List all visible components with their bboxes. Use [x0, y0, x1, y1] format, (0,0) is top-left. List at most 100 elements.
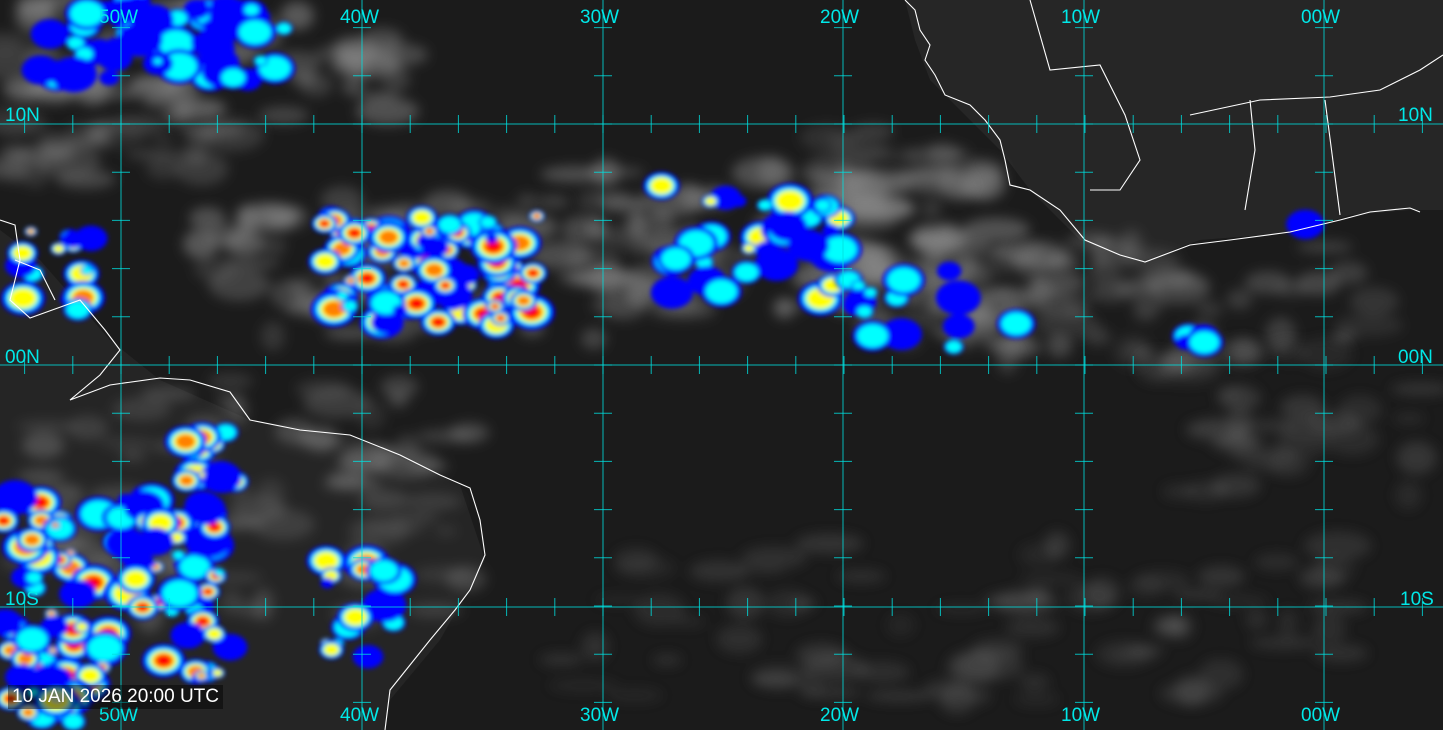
cloud-extreme: [528, 269, 538, 277]
cloud-extreme: [320, 220, 329, 228]
cloud: [256, 478, 285, 506]
cloud: [896, 166, 965, 179]
cloud-colder: [238, 20, 271, 45]
timestamp: 10 JAN 2026 20:00 UTC: [8, 685, 224, 709]
cloud: [99, 437, 156, 449]
cloud: [434, 525, 458, 537]
cloud: [208, 267, 271, 301]
cloud-extreme: [398, 259, 410, 268]
cloud-colder: [438, 216, 461, 233]
cloud: [237, 601, 266, 619]
cloud: [548, 678, 619, 693]
cloud: [174, 151, 229, 186]
cloud-extreme: [485, 240, 502, 253]
cloud-cold: [767, 211, 807, 242]
cloud: [961, 168, 1006, 201]
convective-cloud: [643, 171, 862, 316]
cloud-cold: [117, 22, 163, 57]
cloud: [84, 552, 111, 569]
cloud-colder: [244, 4, 259, 16]
lon-label-top: 00W: [1301, 7, 1341, 28]
convective-cloud: [1, 225, 108, 321]
cloud: [1249, 636, 1320, 650]
lon-label-bottom: 10W: [1061, 705, 1101, 726]
cloud-cold: [392, 304, 408, 317]
cloud-very-cold: [412, 210, 432, 225]
cloud: [220, 590, 243, 615]
cloud: [765, 589, 810, 618]
cloud: [348, 515, 410, 548]
cloud: [1134, 570, 1191, 592]
cloud: [1324, 423, 1380, 456]
cloud-very-cold: [744, 244, 754, 253]
cloud: [1152, 615, 1190, 638]
cloud-very-cold: [9, 288, 37, 309]
cloud-cold: [183, 0, 210, 20]
cloud-very-cold: [12, 245, 32, 261]
cloud-colder: [1189, 331, 1219, 354]
convective-cloud: [996, 308, 1036, 339]
cloud-cold: [59, 579, 97, 609]
cloud-very-cold: [123, 570, 148, 589]
cloud: [1019, 673, 1050, 692]
cloud-cold: [880, 318, 922, 351]
cloud-cold: [183, 493, 226, 525]
cloud: [275, 418, 315, 445]
coastline: [0, 219, 486, 730]
cloud: [1328, 261, 1368, 285]
cloud: [445, 566, 487, 592]
cloud: [1183, 480, 1229, 502]
cloud: [382, 65, 411, 93]
cloud-colder: [857, 324, 888, 348]
cloud: [935, 603, 988, 615]
cloud-colder: [822, 236, 857, 263]
cloud: [119, 449, 147, 462]
cloud: [107, 115, 165, 134]
cloud: [355, 97, 419, 126]
cloud: [127, 79, 187, 102]
cloud: [407, 602, 463, 618]
lon-label-top: 30W: [580, 7, 620, 28]
convective-cloud: [102, 483, 234, 620]
cloud: [222, 257, 281, 270]
lon-label-bottom: 00W: [1301, 705, 1341, 726]
cloud: [854, 661, 910, 684]
cloud: [125, 148, 186, 161]
cloud-cold: [0, 480, 38, 515]
cloud: [0, 32, 28, 54]
coastline: [1189, 54, 1443, 116]
cloud: [633, 593, 686, 627]
cloud: [580, 328, 607, 350]
cloud-colder: [277, 23, 291, 34]
coastline: [1324, 99, 1341, 216]
cloud-colder: [179, 555, 210, 579]
cloud-cold: [942, 314, 975, 339]
cloud: [449, 422, 490, 443]
cloud: [1046, 333, 1073, 358]
convective-cloud: [16, 679, 94, 730]
cloud-colder: [852, 281, 865, 291]
cloud: [726, 586, 765, 620]
cloud: [0, 148, 35, 162]
lat-label-left: 10S: [5, 589, 39, 610]
cloud-colder: [480, 216, 496, 228]
cloud: [345, 61, 370, 76]
cloud-cold: [193, 28, 234, 60]
cloud: [1126, 345, 1150, 357]
cloud: [338, 43, 402, 65]
cloud: [1167, 277, 1209, 291]
cloud: [1173, 589, 1222, 600]
cloud-colder: [76, 47, 93, 61]
cloud: [1394, 481, 1422, 510]
cloud-extreme: [27, 229, 34, 234]
cloud: [112, 397, 171, 421]
cloud: [984, 288, 1018, 299]
cloud: [249, 205, 311, 232]
cloud: [971, 638, 1024, 660]
cloud-very-cold: [314, 253, 336, 270]
cloud-cold: [30, 19, 70, 49]
cloud: [652, 654, 682, 666]
cloud-colder: [336, 291, 348, 300]
cloud: [367, 444, 395, 455]
cloud-cold: [452, 264, 480, 286]
